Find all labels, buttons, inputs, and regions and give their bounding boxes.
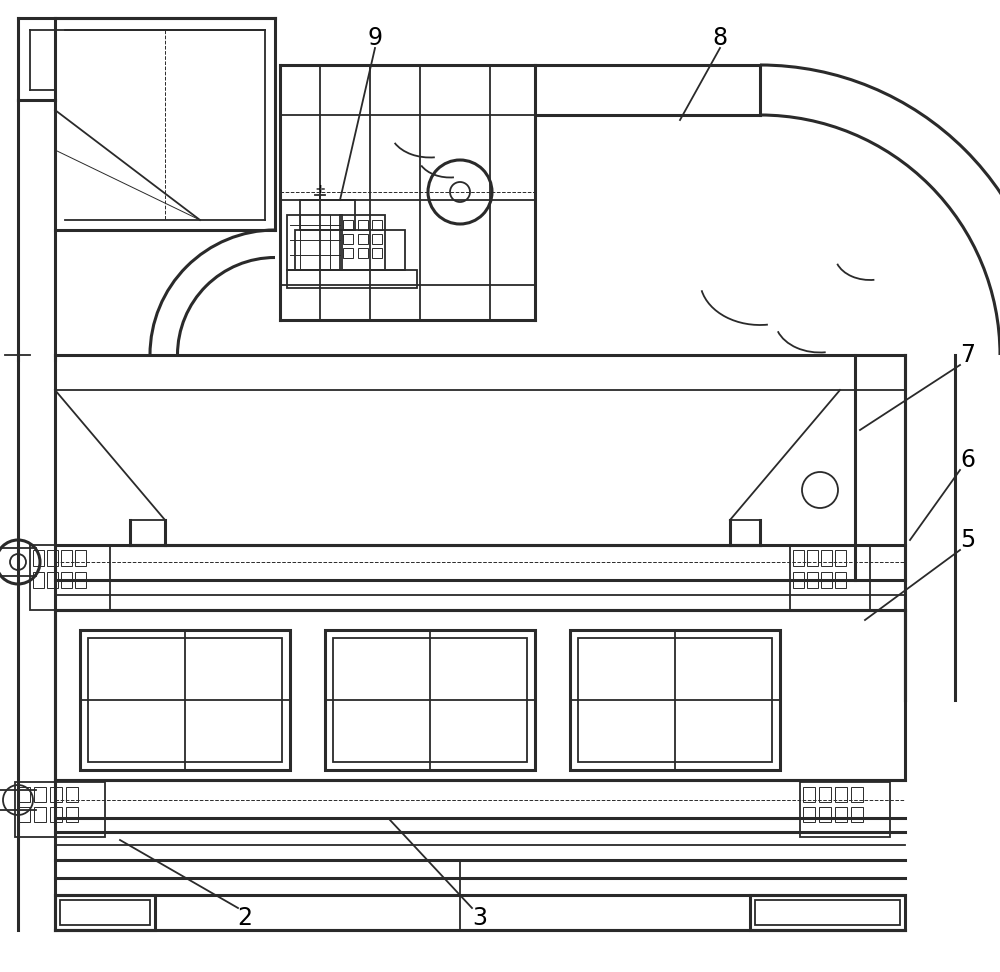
Bar <box>80 630 290 770</box>
Bar <box>60 900 150 925</box>
Bar <box>75 550 86 566</box>
Bar <box>790 545 870 610</box>
Text: 2: 2 <box>238 906 252 930</box>
Bar <box>835 572 846 588</box>
Bar <box>33 550 44 566</box>
Bar <box>88 638 282 762</box>
Bar <box>333 638 527 762</box>
Bar <box>343 220 353 230</box>
Bar <box>33 572 44 588</box>
Bar <box>287 215 342 270</box>
Bar <box>55 895 155 930</box>
Bar <box>30 545 110 610</box>
Bar <box>61 572 72 588</box>
Bar <box>295 230 405 270</box>
Bar <box>807 550 818 566</box>
Bar <box>372 220 382 230</box>
Bar <box>570 630 780 770</box>
Bar <box>343 234 353 244</box>
Bar <box>66 807 78 822</box>
Bar <box>358 234 368 244</box>
Bar <box>340 215 385 270</box>
Bar <box>821 550 832 566</box>
Bar <box>358 248 368 258</box>
Bar <box>821 572 832 588</box>
Text: 7: 7 <box>960 343 976 367</box>
Bar <box>793 550 804 566</box>
Bar <box>578 638 772 762</box>
Bar <box>47 550 58 566</box>
Text: 6: 6 <box>960 448 976 472</box>
Bar <box>750 895 905 930</box>
Bar <box>800 782 890 837</box>
Bar <box>755 900 900 925</box>
Bar <box>803 787 815 802</box>
Text: 8: 8 <box>712 26 728 50</box>
Bar <box>34 787 46 802</box>
Bar <box>851 787 863 802</box>
Bar <box>50 787 62 802</box>
Text: 9: 9 <box>368 26 382 50</box>
Bar <box>819 787 831 802</box>
Bar <box>835 807 847 822</box>
Text: 3: 3 <box>473 906 488 930</box>
Bar <box>55 610 905 780</box>
Text: 5: 5 <box>960 528 976 552</box>
Bar <box>803 807 815 822</box>
Bar <box>66 787 78 802</box>
Bar <box>50 807 62 822</box>
Bar <box>835 550 846 566</box>
Bar <box>358 220 368 230</box>
Bar <box>835 787 847 802</box>
Bar <box>819 807 831 822</box>
Bar <box>34 807 46 822</box>
Bar <box>15 782 105 837</box>
Bar <box>372 234 382 244</box>
Bar <box>287 270 417 288</box>
Bar <box>47 572 58 588</box>
Bar <box>18 787 30 802</box>
Bar <box>18 807 30 822</box>
Text: ✛: ✛ <box>315 185 325 195</box>
Bar <box>343 248 353 258</box>
Bar <box>372 248 382 258</box>
Bar <box>61 550 72 566</box>
Bar <box>807 572 818 588</box>
Bar <box>325 630 535 770</box>
Bar <box>793 572 804 588</box>
Bar <box>851 807 863 822</box>
Bar <box>75 572 86 588</box>
Bar <box>300 200 355 230</box>
